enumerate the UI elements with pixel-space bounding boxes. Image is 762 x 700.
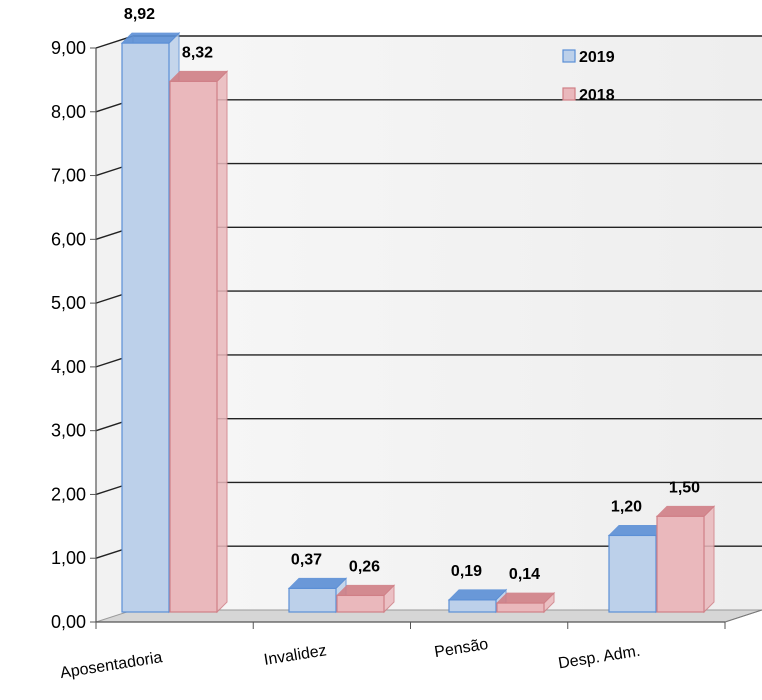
y-tick-label: 6,00: [51, 229, 86, 249]
bar-2018-3: [655, 505, 716, 614]
x-tick-label-0: Aposentadoria: [59, 649, 164, 682]
data-label-2019-1: 0,37: [291, 551, 322, 568]
bar-2018-1: [335, 584, 396, 614]
x-tick-label-1: Invalidez: [263, 642, 328, 669]
y-tick-label: 0,00: [51, 612, 86, 632]
data-label-2019-0: 8,92: [124, 6, 155, 23]
bar-2018-2: [495, 591, 556, 614]
data-label-2018-1: 0,26: [349, 558, 380, 575]
x-tick-label-2: Pensão: [433, 636, 489, 661]
y-tick-label: 4,00: [51, 357, 86, 377]
y-tick-label: 8,00: [51, 102, 86, 122]
bars: [120, 31, 716, 614]
data-labels: 8,92 8,32 0,37 0,26 0,19 0,14 1,20 1,50: [124, 6, 700, 583]
legend: 2019 2018: [562, 49, 615, 104]
y-tick-labels: 0,00 1,00 2,00 3,00 4,00 5,00 6,00 7,00 8,00 9,00: [51, 38, 86, 632]
legend-swatch: [562, 87, 576, 101]
y-tick-label: 2,00: [51, 484, 86, 504]
data-label-2018-0: 8,32: [182, 44, 213, 61]
y-tick-label: 3,00: [51, 421, 86, 441]
y-tick-label: 7,00: [51, 166, 86, 186]
legend-label: 2018: [579, 87, 615, 104]
legend-swatch: [562, 49, 576, 63]
x-tick-label-3: Desp. Adm.: [557, 643, 641, 673]
data-label-2018-2: 0,14: [509, 566, 540, 583]
legend-label: 2019: [579, 49, 615, 66]
y-tick-label: 9,00: [51, 38, 86, 58]
data-label-2019-2: 0,19: [451, 563, 482, 580]
bar-2018-0: [168, 70, 229, 614]
y-tick-label: 1,00: [51, 548, 86, 568]
back-wall: [133, 36, 762, 610]
legend-item-2019: 2019: [562, 49, 615, 66]
legend-item-2018: 2018: [562, 87, 615, 104]
bar-2019-2: [447, 588, 508, 614]
y-tick-label: 5,00: [51, 293, 86, 313]
gridlines: [95, 35, 762, 559]
floor-edge: [724, 609, 762, 623]
data-label-2019-3: 1,20: [611, 498, 642, 515]
x-tick-labels: Aposentadoria Invalidez Pensão Desp. Adm.: [59, 636, 641, 682]
data-label-2018-3: 1,50: [669, 479, 700, 496]
